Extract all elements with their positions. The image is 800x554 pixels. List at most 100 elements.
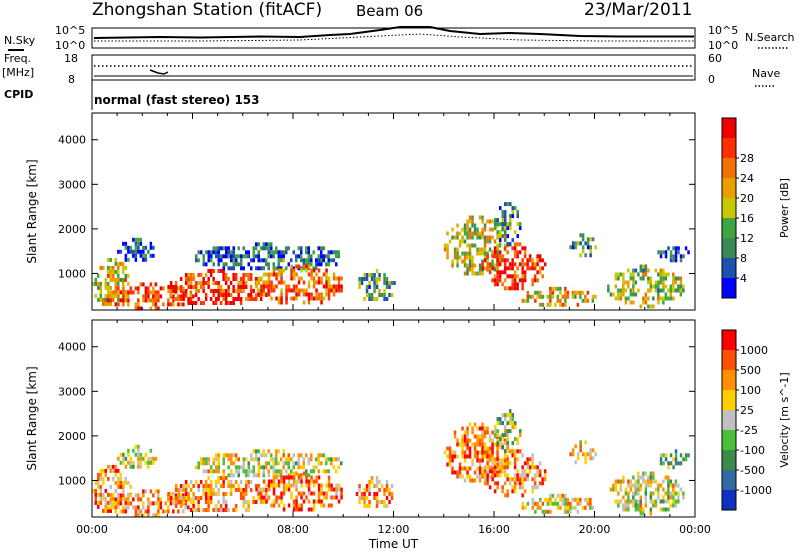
echo-cell [499,421,502,426]
echo-cell [305,483,308,488]
echo-cell [122,277,125,282]
echo-cell [476,426,479,431]
echo-cell [674,280,678,285]
echo-cell [137,509,140,514]
echo-cell [232,258,235,263]
colorbar-tick-label: 12 [740,232,754,245]
echo-cell [227,301,230,305]
echo-cell [217,492,220,496]
echo-cell [456,259,459,264]
echo-cell [255,449,258,454]
echo-cell [501,234,504,239]
echo-cell [317,487,321,492]
echo-cell [493,473,497,478]
echo-cell [649,479,653,484]
echo-cell [297,280,301,285]
echo-cell [569,501,572,506]
echo-cell [385,496,389,500]
echo-cell [99,468,102,473]
echo-cell [297,292,301,297]
echo-cell [167,505,170,510]
echo-cell [162,302,165,307]
echo-cell [197,496,200,500]
echo-cell [277,483,281,488]
echo-cell [192,508,195,512]
echo-cell [476,454,479,459]
echo-cell [370,277,374,281]
echo-cell [496,462,499,467]
echo-cell [202,461,205,466]
echo-cell [385,488,389,492]
echo-cell [325,495,328,500]
echo-cell [375,496,379,500]
echo-cell [144,286,148,291]
echo-cell [222,277,225,281]
colorbar-frame [721,329,737,511]
echo-cell [202,492,205,496]
echo-cell [232,246,235,251]
echo-cell [207,484,210,488]
echo-cell [506,437,509,442]
echo-cell [117,456,120,461]
echo-cell [448,454,452,459]
echo-cell [142,493,145,498]
echo-cell [250,258,253,263]
echo-cell [277,449,280,454]
echo-cell [227,289,230,293]
echo-cell [629,483,633,488]
echo-cell [307,280,311,285]
echo-cell [205,250,208,255]
echo-cell [182,297,185,301]
echo-cell [332,288,336,293]
echo-cell [124,456,128,461]
echo-cell [187,277,190,281]
echo-cell [114,277,117,282]
echo-cell [97,492,100,497]
echo-cell [664,507,668,512]
echo-cell [184,281,188,285]
echo-cell [272,473,275,478]
echo-cell [262,272,266,277]
echo-cell [162,286,165,291]
echo-cell [114,285,117,290]
echo-cell [639,483,643,488]
echo-cell [232,273,235,277]
echo-cell [325,284,328,289]
echo-cell [139,509,143,514]
echo-cell [179,496,183,500]
echo-cell [453,255,457,260]
echo-cell [607,288,610,293]
echo-cell [119,277,122,282]
echo-cell [451,263,454,268]
echo-cell [272,272,276,277]
echo-cell [104,508,107,513]
echo-cell [325,469,328,474]
echo-cell [481,473,484,478]
echo-cell [327,503,331,508]
echo-cell [204,496,208,500]
echo-cell [267,289,270,293]
echo-cell [282,483,286,488]
echo-cell [122,488,125,493]
echo-cell [325,483,328,488]
echo-cell [152,501,155,506]
echo-cell [521,453,524,458]
echo-cell [463,450,467,455]
echo-cell [194,480,198,484]
echo-cell [134,306,138,311]
echo-cell [456,263,459,268]
echo-cell [509,242,512,247]
echo-cell [368,480,371,484]
echo-cell [644,471,648,476]
echo-cell [368,500,371,504]
echo-cell [207,461,210,466]
echo-cell [504,441,507,446]
echo-cell [644,495,648,500]
echo-cell [677,491,680,496]
echo-cell [498,258,502,263]
echo-cell [634,292,638,297]
echo-cell [373,492,376,496]
echo-cell [312,296,316,301]
echo-cell [144,452,148,457]
echo-cell [677,284,680,289]
